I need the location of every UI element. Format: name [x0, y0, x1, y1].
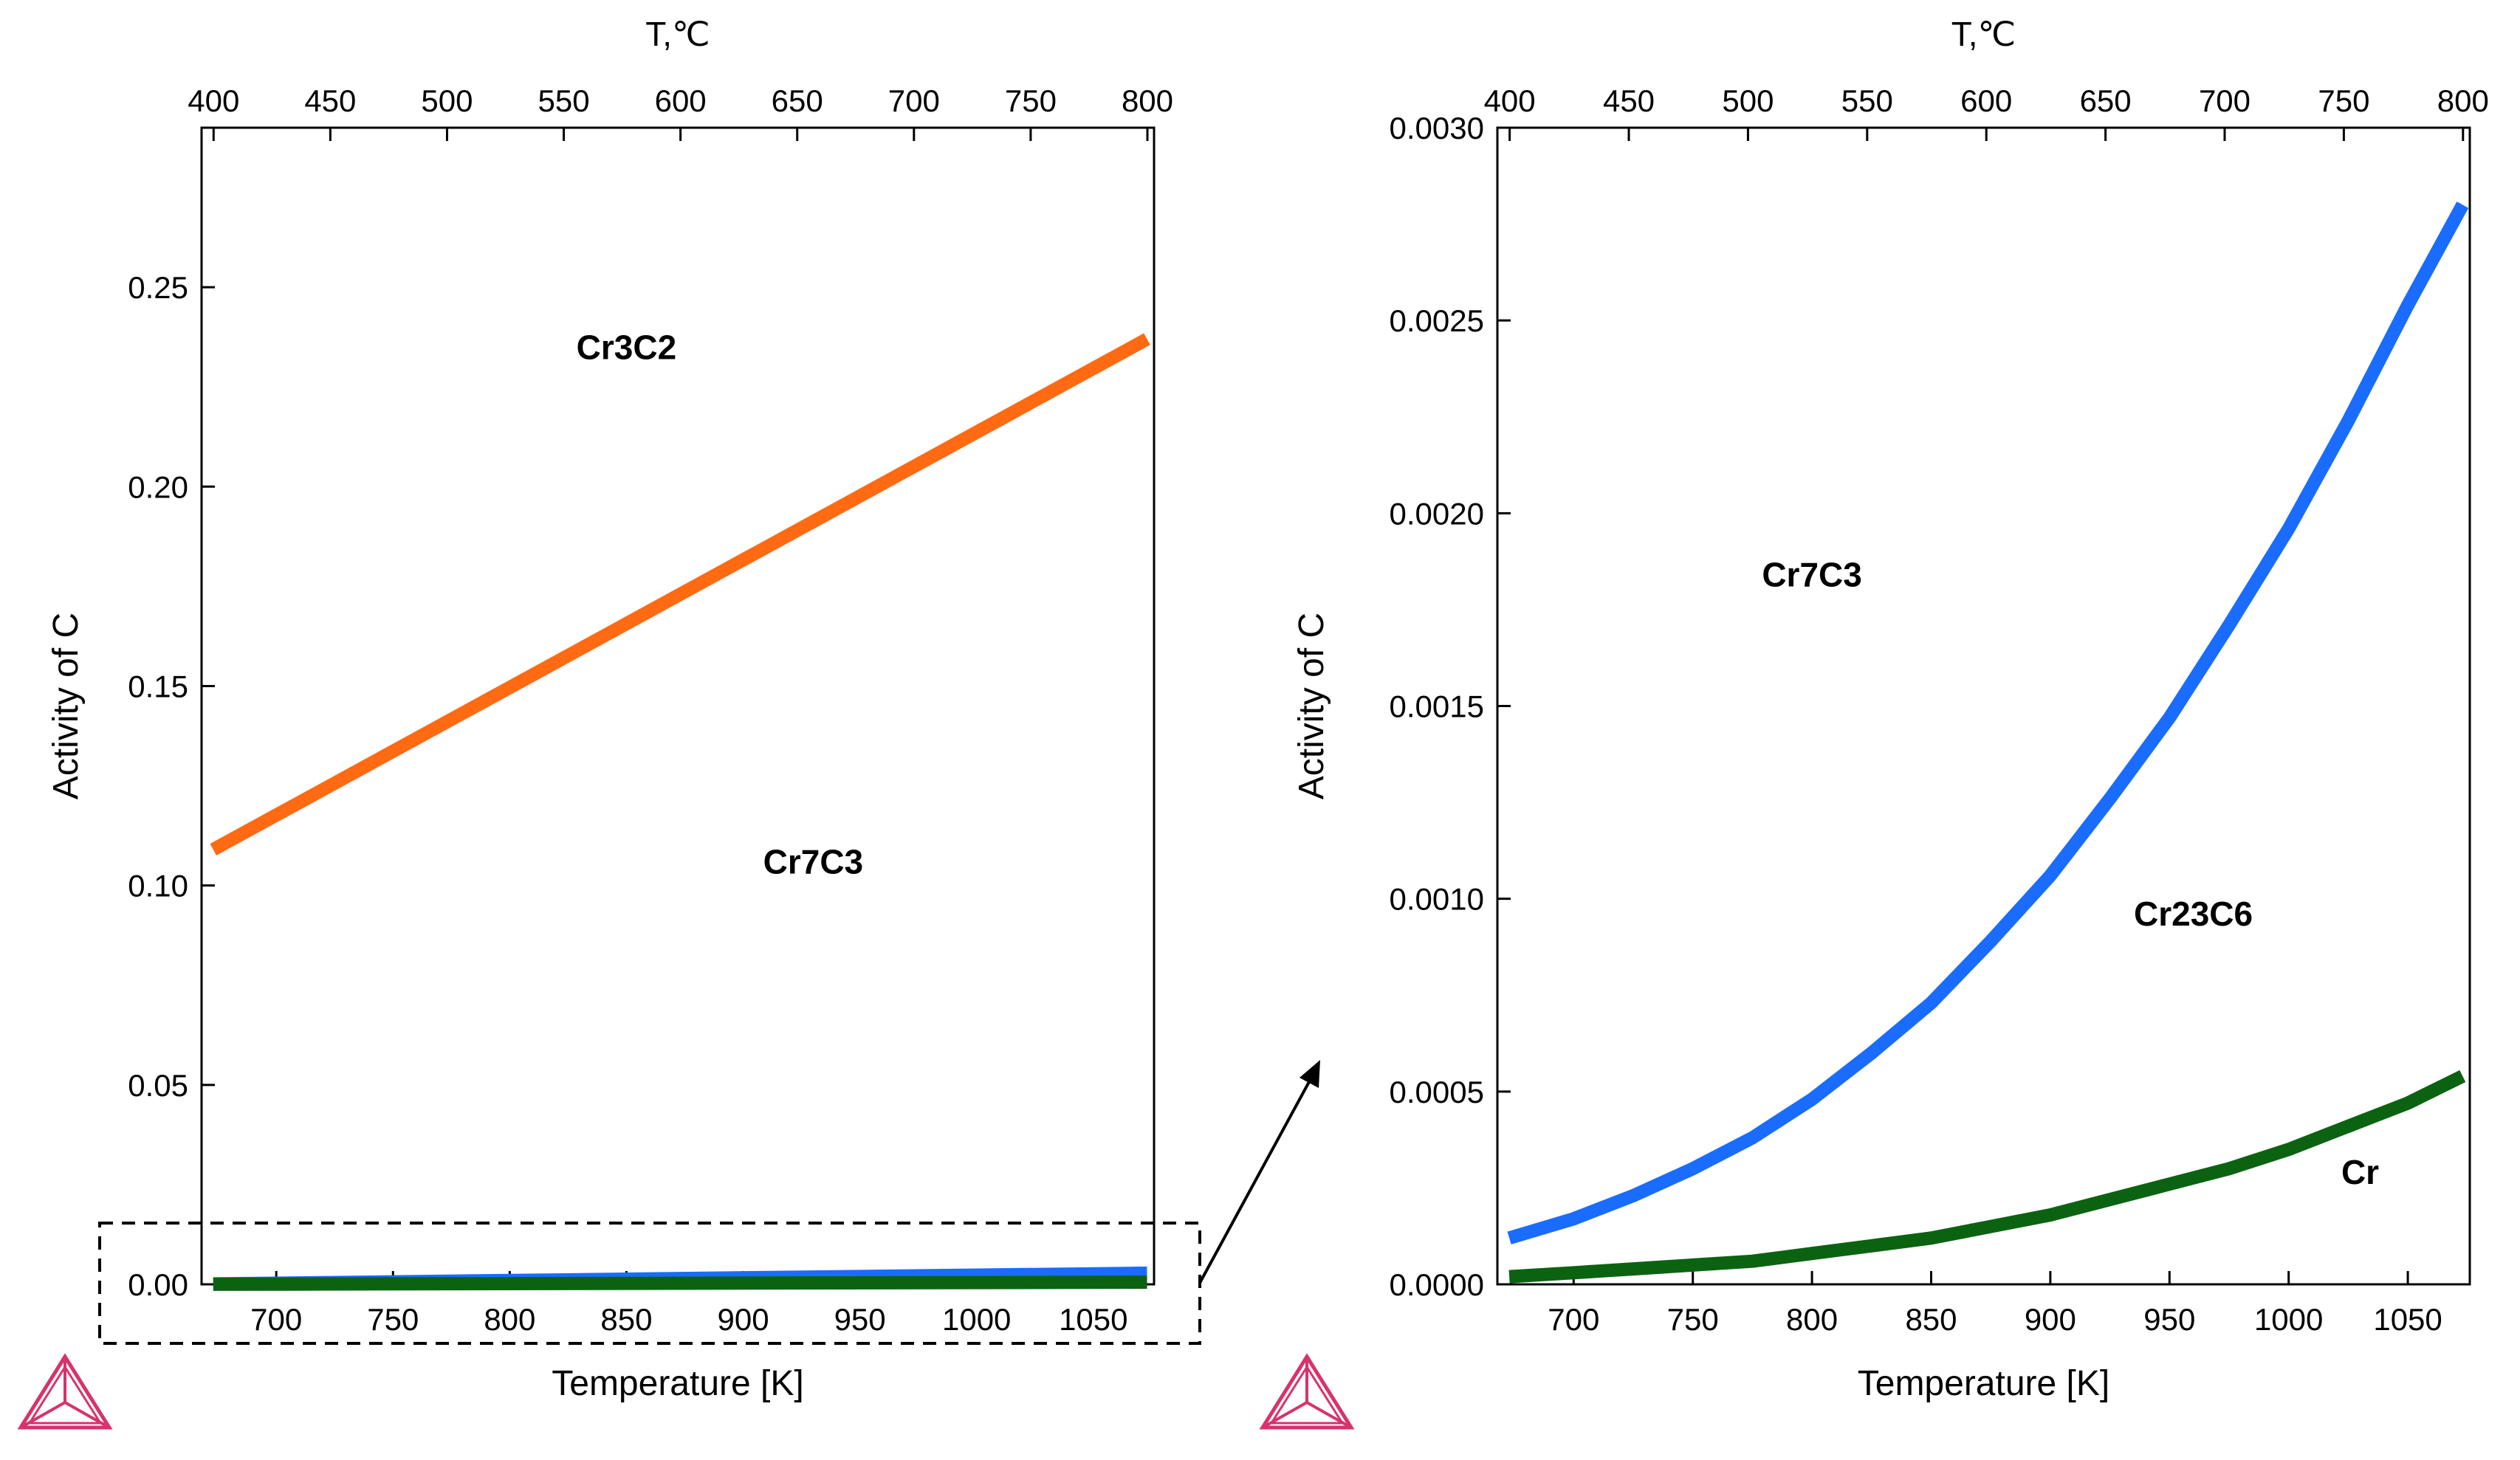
zoom-arrow-line — [1198, 1078, 1312, 1284]
top-tick-label: 450 — [1603, 83, 1655, 118]
x-tick-label: 800 — [1786, 1302, 1838, 1337]
y-axis-title: Activity of C — [47, 613, 86, 799]
series-line — [1507, 202, 2469, 1244]
top-tick-label: 800 — [2437, 83, 2489, 118]
y-tick-label: 0.0030 — [1390, 111, 1484, 145]
top-tick-label: 700 — [2199, 83, 2251, 118]
plot-frame — [1496, 126, 2471, 1286]
top-tick-label: 400 — [1484, 83, 1536, 118]
x-tick-label: 900 — [2025, 1302, 2076, 1337]
region-label: Cr7C3 — [1762, 556, 1862, 594]
region-label: Cr — [2341, 1153, 2379, 1191]
y-axis-title: Activity of C — [1292, 613, 1331, 799]
top-tick-label: 600 — [1960, 83, 2012, 118]
x-tick-label: 1050 — [2373, 1302, 2442, 1337]
top-tick-label: 550 — [538, 83, 590, 118]
top-tick-label: 700 — [888, 83, 940, 118]
x-tick-label: 750 — [367, 1302, 419, 1337]
top-tick-label: 650 — [2080, 83, 2132, 118]
x-tick-label: 850 — [600, 1302, 652, 1337]
y-tick-label: 0.0000 — [1390, 1267, 1484, 1302]
x-axis-title: Temperature [K] — [1858, 1364, 2109, 1403]
region-label: Cr7C3 — [763, 842, 864, 881]
top-axis-title: T,℃ — [645, 15, 710, 53]
y-tick-label: 0.00 — [128, 1267, 188, 1302]
x-tick-label: 950 — [2143, 1302, 2195, 1337]
series-line — [213, 1275, 1147, 1291]
top-tick-label: 800 — [1122, 83, 1173, 118]
y-tick-label: 0.0010 — [1390, 882, 1484, 917]
x-tick-label: 1050 — [1059, 1302, 1127, 1337]
zoom-dashed-box — [98, 1222, 1201, 1345]
y-tick-label: 0.10 — [128, 869, 188, 903]
zoom-indicator — [98, 1060, 1320, 1345]
x-tick-label: 750 — [1667, 1302, 1719, 1337]
top-tick-label: 550 — [1841, 83, 1893, 118]
series-line — [1508, 1070, 2466, 1284]
left-panel: 700 750 800 850 900 950 1000 1050 0.00 0.05 0.10 0.… — [47, 15, 1173, 1403]
plot-frame — [200, 126, 1156, 1286]
top-tick-label: 600 — [655, 83, 707, 118]
zoom-arrow-head — [1300, 1060, 1320, 1088]
y-tick-label: 0.20 — [128, 469, 188, 504]
y-tick-label: 0.05 — [128, 1068, 188, 1103]
x-tick-label: 1000 — [2254, 1302, 2323, 1337]
region-label: Cr23C6 — [2134, 895, 2253, 933]
x-axis-title: Temperature [K] — [552, 1364, 803, 1403]
y-tick-label: 0.0020 — [1390, 496, 1484, 531]
thermo-calc-logo-icon — [1259, 1353, 1355, 1430]
x-tick-label: 900 — [717, 1302, 769, 1337]
x-tick-label: 800 — [484, 1302, 535, 1337]
top-tick-label: 400 — [188, 83, 239, 118]
top-tick-label: 750 — [2318, 83, 2369, 118]
y-tick-label: 0.0025 — [1390, 303, 1484, 338]
x-tick-label: 950 — [834, 1302, 886, 1337]
right-panel: 700 750 800 850 900 950 1000 1050 0.0000 0.0005 0.… — [1292, 15, 2489, 1403]
x-tick-label: 1000 — [942, 1302, 1011, 1337]
top-tick-label: 450 — [304, 83, 356, 118]
x-tick-label: 850 — [1905, 1302, 1957, 1337]
top-tick-label: 500 — [421, 83, 473, 118]
x-tick-label: 700 — [1548, 1302, 1599, 1337]
region-label: Cr3C2 — [577, 328, 677, 366]
series-line — [210, 333, 1150, 855]
y-tick-label: 0.25 — [128, 270, 188, 305]
top-tick-label: 750 — [1005, 83, 1057, 118]
top-tick-label: 500 — [1722, 83, 1774, 118]
thermo-calc-logo-icon — [17, 1353, 113, 1430]
top-axis-title: T,℃ — [1951, 15, 2016, 53]
x-tick-label: 700 — [250, 1302, 302, 1337]
top-tick-label: 650 — [772, 83, 823, 118]
y-tick-label: 0.15 — [128, 669, 188, 703]
y-tick-label: 0.0005 — [1390, 1075, 1484, 1109]
y-tick-label: 0.0015 — [1390, 689, 1484, 724]
